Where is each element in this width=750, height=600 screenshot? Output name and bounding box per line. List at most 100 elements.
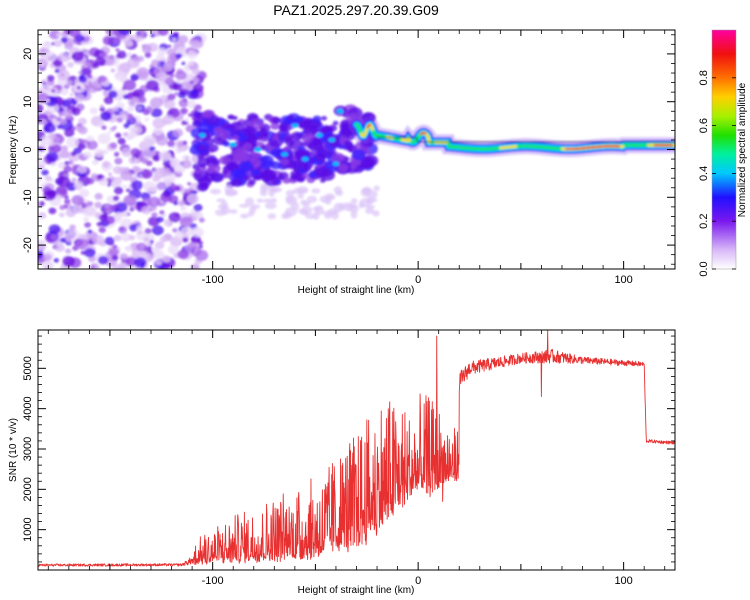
- spectrogram-noise-blob: [184, 244, 193, 251]
- spectrogram-faint-blob: [230, 209, 238, 214]
- spectrogram-signal-blob: [202, 110, 213, 119]
- spectrogram-faint-blob: [285, 207, 297, 217]
- spectrogram-noise-blob: [78, 117, 87, 126]
- spectrogram-hot-blob: [316, 132, 324, 138]
- spectrogram-noise-blob: [157, 47, 167, 56]
- spectrogram-noise-blob: [153, 167, 167, 179]
- spectrogram-noise-blob: [47, 145, 55, 152]
- spectrogram-hot-blob: [198, 132, 206, 138]
- spectrogram-noise-blob: [114, 157, 123, 165]
- spectrogram-noise-blob: [113, 234, 122, 242]
- spectrogram-noise-blob: [101, 125, 107, 130]
- spectrogram-noise-blob: [114, 151, 120, 157]
- spectrogram-noise-blob: [123, 123, 130, 129]
- spectrogram-noise-blob: [190, 227, 204, 238]
- spectrogram-noise-blob: [65, 208, 77, 218]
- spectrogram-x-tick-label: 0: [415, 274, 421, 286]
- spectrogram-noise-blob: [189, 80, 195, 85]
- spectrogram-noise-blob: [97, 255, 109, 265]
- spectrogram-noise-blob: [59, 204, 66, 211]
- spectrogram-signal-blob: [232, 134, 240, 141]
- spectrogram-hot-blob: [332, 161, 340, 167]
- spectrogram-noise-blob: [150, 107, 163, 118]
- spectrogram-noise-blob: [38, 201, 41, 206]
- spectrogram-noise-blob: [126, 52, 133, 58]
- spectrogram-noise-blob: [57, 176, 71, 188]
- spectrogram-signal-blob: [254, 132, 260, 137]
- spectrogram-faint-blob: [231, 189, 239, 196]
- colorbar-tick-label: 0.6: [698, 118, 710, 133]
- spectrogram-noise-blob: [118, 226, 128, 234]
- spectrogram-noise-blob: [152, 154, 161, 162]
- colorbar: 0.0 0.2 0.4 0.6 0.8 Normalized spectral ampl…: [698, 29, 748, 277]
- spectrogram-noise-blob: [121, 147, 133, 158]
- spectrogram-noise-blob: [123, 79, 137, 91]
- spectrogram-noise-blob: [132, 167, 137, 171]
- spectrogram-noise-blob: [50, 234, 58, 240]
- spectrogram-noise-blob: [74, 93, 85, 103]
- spectrogram-noise-blob: [152, 117, 166, 129]
- spectrogram-noise-blob: [112, 166, 123, 175]
- spectrogram-signal-blob: [271, 116, 281, 124]
- spectrogram-noise-blob: [100, 104, 104, 108]
- spectrogram-noise-blob: [56, 69, 70, 81]
- spectrogram-noise-blob: [105, 30, 118, 36]
- colorbar-label: Normalized spectral amplitude: [737, 82, 748, 217]
- spectrogram-noise-blob: [48, 132, 57, 140]
- spectrogram-noise-blob: [107, 183, 111, 187]
- spectrogram-signal-blob: [212, 160, 219, 165]
- spectrogram-signal-blob: [239, 160, 254, 172]
- spectrogram-signal-blob: [242, 125, 256, 136]
- spectrogram-noise-blob: [144, 241, 151, 247]
- snr-y-tick-label: 3000: [22, 437, 34, 461]
- spectrogram-noise-blob: [71, 51, 84, 62]
- spectrogram-noise-blob: [111, 203, 119, 210]
- spectrogram-noise-blob: [142, 108, 150, 116]
- spectrogram-signal-blob: [280, 158, 290, 165]
- spectrogram-noise-blob: [144, 117, 149, 122]
- spectrogram-y-tick-label: -20: [22, 237, 34, 253]
- spectrogram-noise-blob: [157, 30, 169, 36]
- spectrogram-noise-blob: [112, 106, 119, 112]
- spectrogram-faint-blob: [342, 202, 354, 212]
- spectrogram-noise-blob: [167, 245, 179, 255]
- spectrogram-signal-blob: [313, 167, 328, 179]
- spectrogram-faint-blob: [333, 202, 344, 213]
- spectrogram-noise-blob: [130, 118, 136, 123]
- spectrogram-noise-blob: [114, 73, 120, 78]
- spectrogram-faint-blob: [314, 205, 324, 216]
- spectrogram-faint-blob: [359, 198, 371, 208]
- spectrogram-noise-blob: [167, 44, 172, 48]
- spectrogram-noise-blob: [121, 233, 132, 242]
- spectrogram-signal-blob: [207, 163, 221, 174]
- spectrogram-noise-blob: [92, 234, 105, 245]
- spectrogram-ridge-max: [366, 123, 372, 129]
- spectrogram-noise-blob: [71, 194, 84, 206]
- spectrogram-noise-blob: [115, 48, 120, 52]
- spectrogram-noise-blob: [124, 39, 133, 47]
- spectrogram-noise-blob: [38, 152, 43, 160]
- spectrogram-noise-blob: [167, 178, 173, 183]
- spectrogram-faint-blob: [264, 202, 277, 210]
- spectrogram-noise-blob: [57, 161, 66, 169]
- spectrogram-noise-blob: [73, 181, 84, 190]
- spectrogram-noise-blob: [142, 44, 149, 49]
- spectrogram-noise-blob: [100, 111, 112, 121]
- spectrogram-noise-blob: [59, 88, 69, 96]
- spectrogram-noise-blob: [136, 224, 144, 231]
- spectrogram-faint-blob: [300, 206, 313, 215]
- spectrogram-faint-blob: [247, 211, 255, 217]
- spectrogram-noise-blob: [41, 169, 49, 176]
- spectrogram-noise-blob: [51, 89, 56, 93]
- spectrogram-noise-blob: [129, 207, 135, 212]
- spectrogram-noise-blob: [178, 98, 189, 108]
- spectrogram-noise-blob: [122, 94, 129, 100]
- spectrogram-noise-blob: [121, 212, 128, 218]
- spectrogram-noise-blob: [123, 195, 137, 206]
- spectrogram-noise-blob: [84, 221, 92, 228]
- spectrogram-hot-blob: [229, 142, 237, 147]
- spectrogram-x-label: Height of straight line (km): [298, 285, 415, 296]
- spectrogram-noise-blob: [111, 114, 117, 119]
- spectrogram-noise-blob: [150, 33, 155, 38]
